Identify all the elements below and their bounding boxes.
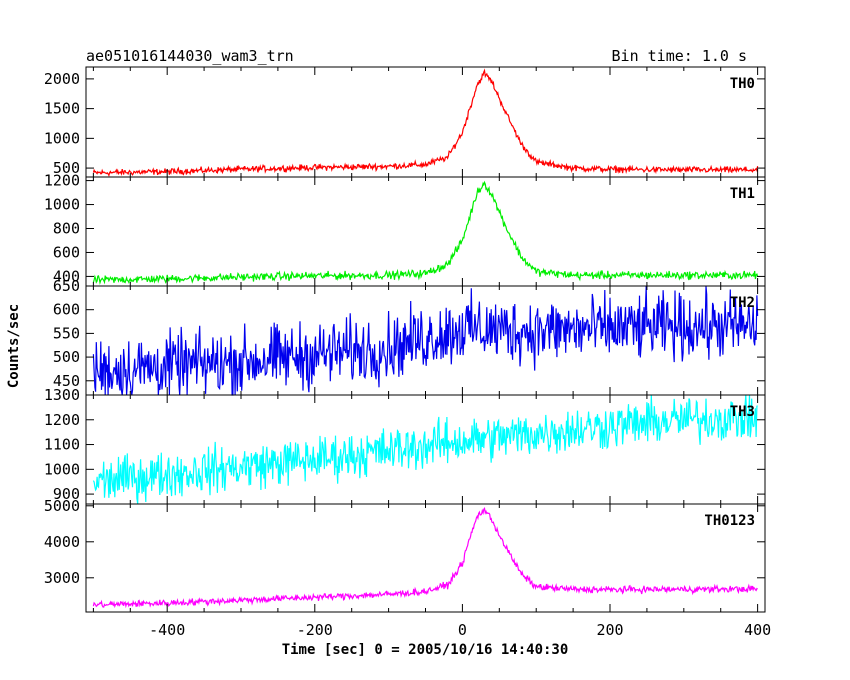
y-tick-label: 1100: [44, 436, 80, 454]
panel-label: TH3: [730, 404, 755, 420]
panel-label: TH2: [730, 295, 755, 311]
panel-th1: 400 600 800 1000 1200 TH1: [44, 172, 766, 287]
y-tick-label: 4000: [44, 533, 80, 551]
series-line-th0123: [92, 506, 758, 609]
x-tick-label: 200: [596, 621, 623, 639]
y-tick-label: 500: [53, 348, 80, 366]
y-tick-label: 500: [53, 159, 80, 177]
y-tick-label: 550: [53, 324, 80, 342]
y-tick-label: 900: [53, 485, 80, 503]
y-tick-label: 1000: [44, 460, 80, 478]
y-tick-label: 450: [53, 372, 80, 390]
y-tick-label: 1200: [44, 411, 80, 429]
series-line-th3: [92, 394, 758, 504]
panel-th3: 900 1000 1100 1200 1300 TH3: [44, 386, 766, 505]
panel-th2: 450 500 550 600 650 TH2: [53, 277, 766, 396]
series-line-th2: [92, 285, 759, 396]
series-line-th0: [92, 68, 759, 177]
panel-th0123: 3000 4000 5000 TH0123: [44, 497, 766, 613]
x-tick-label: -400: [149, 621, 185, 639]
y-tick-label: 650: [53, 277, 80, 295]
panel-th0: 500 1000 1500 2000 TH0: [44, 66, 766, 178]
y-tick-label: 800: [53, 220, 80, 238]
x-tick-label: -200: [297, 621, 333, 639]
y-tick-label: 600: [53, 301, 80, 319]
panel-frame: [85, 66, 766, 178]
x-tick-label: 0: [458, 621, 467, 639]
y-tick-label: 5000: [44, 497, 80, 515]
y-tick-label: 1500: [44, 100, 80, 118]
panel-frame: [85, 503, 766, 613]
x-tick-label: 400: [744, 621, 771, 639]
y-tick-label: 1300: [44, 386, 80, 404]
x-axis-label: Time [sec] 0 = 2005/10/16 14:40:30: [282, 642, 569, 658]
y-tick-label: 1200: [44, 172, 80, 190]
chart-title: ae051016144030_wam3_trn: [86, 47, 294, 65]
series-line-th1: [92, 180, 759, 285]
y-tick-label: 400: [53, 267, 80, 285]
y-tick-label: 600: [53, 243, 80, 261]
panel-label: TH0: [730, 76, 755, 92]
bin-time-label: Bin time: 1.0 s: [612, 47, 747, 65]
panel-frame: [85, 176, 766, 287]
y-tick-label: 1000: [44, 196, 80, 214]
panel-label: TH1: [730, 186, 755, 202]
y-tick-label: 2000: [44, 70, 80, 88]
panel-label: TH0123: [704, 513, 755, 529]
y-tick-label: 1000: [44, 129, 80, 147]
y-tick-label: 3000: [44, 569, 80, 587]
y-axis-label: Counts/sec: [6, 304, 22, 388]
